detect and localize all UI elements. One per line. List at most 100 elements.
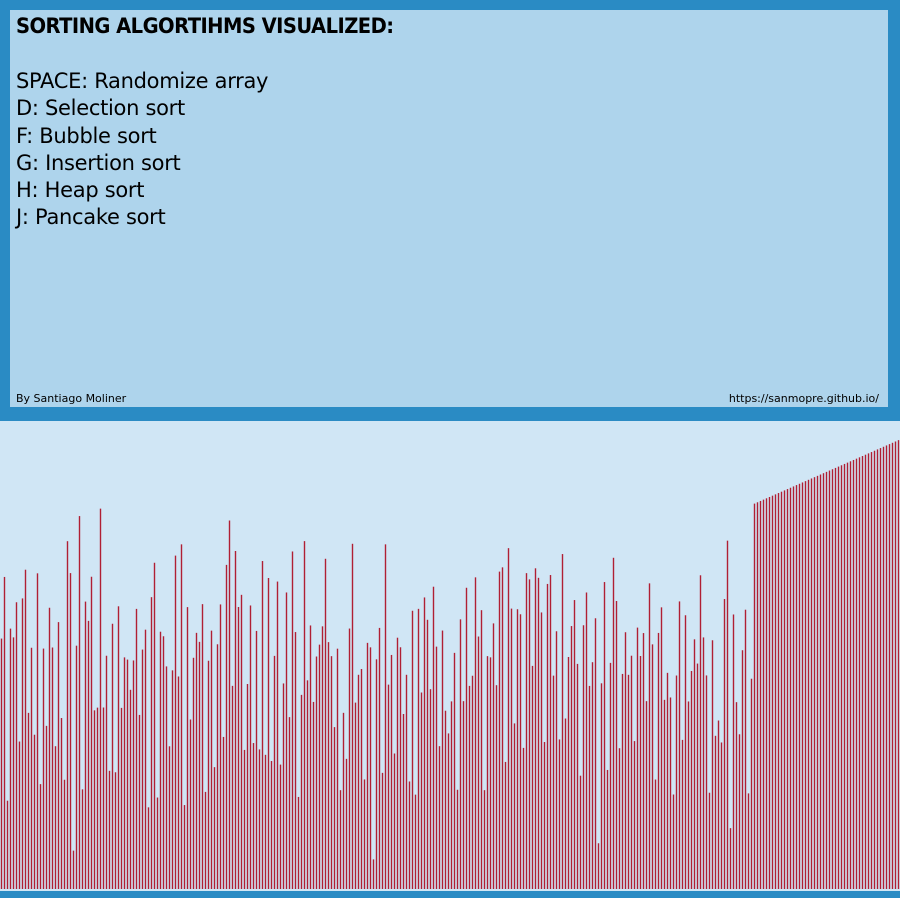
array-bar [522, 747, 525, 889]
array-bar [30, 647, 33, 889]
array-bar [588, 685, 591, 889]
array-bar [429, 689, 432, 889]
array-bar [822, 473, 825, 889]
array-bar [777, 493, 780, 889]
control-bubble-sort: F: Bubble sort [16, 123, 157, 148]
array-bar [618, 748, 621, 889]
array-bar [690, 670, 693, 889]
array-bar [780, 491, 783, 889]
array-bar [90, 576, 93, 889]
array-bar [648, 583, 651, 889]
array-bar [399, 647, 402, 889]
array-bar [165, 666, 168, 889]
array-bar [645, 701, 648, 889]
array-bar [627, 674, 630, 889]
array-bar [396, 637, 399, 889]
array-bar [411, 610, 414, 889]
array-bar [279, 764, 282, 889]
info-panel: SORTING ALGORTIHMS VISUALIZED: SPACE: Ra… [10, 10, 888, 407]
array-bar [447, 733, 450, 889]
array-bar [384, 544, 387, 889]
array-bar [102, 707, 105, 889]
array-bar [231, 685, 234, 889]
array-bar [849, 461, 852, 889]
array-bar [174, 555, 177, 889]
array-bar [876, 449, 879, 889]
array-bar [405, 674, 408, 889]
array-bar [24, 569, 27, 889]
array-bar [573, 600, 576, 889]
array-bar [15, 602, 18, 889]
array-bar [708, 792, 711, 889]
array-bar [870, 452, 873, 889]
array-bar [270, 761, 273, 889]
array-bar [738, 734, 741, 889]
array-bar [774, 494, 777, 889]
website-link[interactable]: https://sanmopre.github.io/ [728, 392, 879, 405]
array-bar [747, 793, 750, 889]
array-bar [378, 627, 381, 889]
array-bar [561, 554, 564, 889]
array-bar [321, 626, 324, 889]
control-heap-sort: H: Heap sort [16, 178, 145, 203]
array-bar [723, 599, 726, 889]
array-bar [594, 618, 597, 889]
array-bar [201, 604, 204, 889]
array-bar [726, 540, 729, 889]
array-bar [513, 723, 516, 889]
array-bar [225, 564, 228, 889]
array-bar [741, 650, 744, 889]
array-bar [84, 601, 87, 889]
array-bar [438, 746, 441, 889]
array-bar [888, 444, 891, 889]
array-bar [552, 675, 555, 889]
array-bar [114, 772, 117, 889]
array-bar [273, 655, 276, 889]
array-bar [291, 551, 294, 889]
controls-list: SPACE: Randomize array D: Selection sort… [16, 68, 269, 232]
array-bar [303, 541, 306, 889]
array-bar [327, 642, 330, 889]
array-bar [213, 767, 216, 889]
array-bar [756, 502, 759, 889]
array-bar [150, 597, 153, 889]
array-bar [12, 637, 15, 889]
array-bar [549, 575, 552, 889]
array-bar [195, 632, 198, 889]
array-bar [216, 644, 219, 889]
array-bar [408, 781, 411, 889]
array-bar [465, 587, 468, 889]
array-bar [348, 628, 351, 889]
author-credit: By Santiago Moliner [16, 392, 127, 405]
array-bar [45, 725, 48, 889]
array-bar [486, 656, 489, 889]
array-bar [366, 642, 369, 889]
array-bar [120, 707, 123, 889]
array-bar [105, 655, 108, 889]
array-bar [891, 442, 894, 889]
array-bar [585, 592, 588, 889]
array-bar [543, 742, 546, 889]
array-bar [390, 654, 393, 889]
array-bar [33, 734, 36, 889]
array-bar [180, 544, 183, 889]
array-bar [192, 657, 195, 889]
array-bar [732, 614, 735, 889]
array-bar [801, 482, 804, 889]
array-bar [783, 490, 786, 889]
array-bar [48, 607, 51, 889]
array-bar [630, 655, 633, 889]
array-bar [9, 628, 12, 889]
array-bar [204, 791, 207, 889]
array-bar [819, 474, 822, 889]
array-bar [315, 656, 318, 889]
array-bar [798, 483, 801, 889]
array-bar [42, 648, 45, 889]
array-bar [837, 466, 840, 889]
array-bar [342, 712, 345, 889]
array-bar [135, 608, 138, 889]
array-bar [219, 604, 222, 889]
array-bar [687, 701, 690, 889]
array-bar [744, 609, 747, 889]
array-bar [354, 702, 357, 889]
